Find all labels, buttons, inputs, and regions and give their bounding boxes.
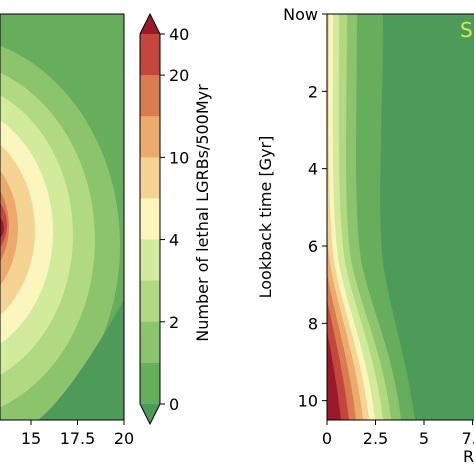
colorbar-tick-4: 4 <box>160 231 179 250</box>
right-x-axis-label: R <box>463 447 474 466</box>
colorbar-tick-label: 10 <box>169 148 189 167</box>
right-x-tick-0: 0 <box>322 420 332 448</box>
right-plot-frame <box>326 13 474 421</box>
colorbar-swatches <box>140 14 160 424</box>
colorbar-label: Number of lethal LGRBs/500Myr <box>193 84 212 342</box>
colorbar-swatch-6 <box>140 157 160 199</box>
colorbar-extend-min <box>140 404 160 424</box>
right-contour-fill <box>327 14 474 420</box>
left-x-tick-15: 15 <box>21 420 41 448</box>
right-y-tick-10: 10 <box>298 392 327 411</box>
right-y-tick-8: 8 <box>308 314 327 333</box>
right-y-tick-label: 6 <box>308 237 318 256</box>
left-x-tick-20: 20 <box>114 420 134 448</box>
contour-band-10 <box>0 217 4 239</box>
colorbar-tick-40: 40 <box>160 25 189 44</box>
right-x-axis: 0 2.5 5 7. <box>322 420 474 448</box>
right-y-tick-label: 2 <box>308 82 318 101</box>
left-x-tick-17-5: 17.5 <box>60 420 96 448</box>
right-y-axis-label: Lookback time [Gyr] <box>256 136 275 299</box>
right-y-tick-label: Now <box>283 5 318 24</box>
colorbar-tick-label: 20 <box>169 66 189 85</box>
right-y-tick-label: 8 <box>308 314 318 333</box>
colorbar-swatch-3 <box>140 280 160 323</box>
right-y-tick-6: 6 <box>308 237 327 256</box>
colorbar-tick-label: 2 <box>169 313 179 332</box>
right-x-tick-label: 7. <box>462 429 474 448</box>
right-y-tick-now: Now <box>283 5 327 24</box>
colorbar-tick-20: 20 <box>160 66 189 85</box>
left-x-tick-label: 15 <box>21 429 41 448</box>
right-y-tick-2: 2 <box>308 82 327 101</box>
left-x-axis: 15 17.5 20 <box>21 420 134 448</box>
colorbar-ticks: 0 2 4 10 20 40 <box>160 25 189 414</box>
colorbar-swatch-1 <box>140 362 160 405</box>
colorbar-tick-10: 10 <box>160 148 189 167</box>
right-y-tick-4: 4 <box>308 160 327 179</box>
right-x-tick-5: 5 <box>419 420 429 448</box>
colorbar-swatch-9 <box>140 34 160 76</box>
right-y-tick-label: 10 <box>298 392 318 411</box>
right-y-axis: Now 2 4 6 8 10 <box>283 5 327 411</box>
colorbar-tick-0: 0 <box>160 395 179 414</box>
colorbar-swatch-7 <box>140 116 160 158</box>
left-contour-panel: 15 17.5 20 <box>0 13 134 448</box>
colorbar: 0 2 4 10 20 40 Number of leth <box>139 12 212 426</box>
colorbar-extend-max <box>140 14 160 34</box>
right-x-tick-label: 2.5 <box>363 429 388 448</box>
colorbar-swatch-2 <box>140 321 160 364</box>
right-x-tick-7-5: 7. <box>462 420 474 448</box>
contour-band-7 <box>0 170 18 286</box>
colorbar-tick-label: 40 <box>169 25 189 44</box>
right-band-10 <box>327 331 341 420</box>
colorbar-tick-label: 0 <box>169 395 179 414</box>
left-x-tick-label: 20 <box>114 429 134 448</box>
left-plot-frame <box>0 13 125 421</box>
left-x-tick-label: 17.5 <box>60 429 96 448</box>
colorbar-swatch-5 <box>140 198 160 241</box>
colorbar-swatch-4 <box>140 239 160 282</box>
corner-label: S <box>460 18 473 42</box>
right-x-tick-label: 5 <box>419 429 429 448</box>
colorbar-tick-2: 2 <box>160 313 179 332</box>
right-y-tick-label: 4 <box>308 160 318 179</box>
colorbar-swatch-8 <box>140 75 160 117</box>
right-x-tick-2-5: 2.5 <box>363 420 388 448</box>
colorbar-tick-label: 4 <box>169 231 179 250</box>
left-contour-fill <box>0 14 124 420</box>
right-contour-panel: S Now 2 4 6 8 1 <box>256 5 474 466</box>
contour-band-0-corner <box>38 300 124 420</box>
right-x-tick-label: 0 <box>322 429 332 448</box>
